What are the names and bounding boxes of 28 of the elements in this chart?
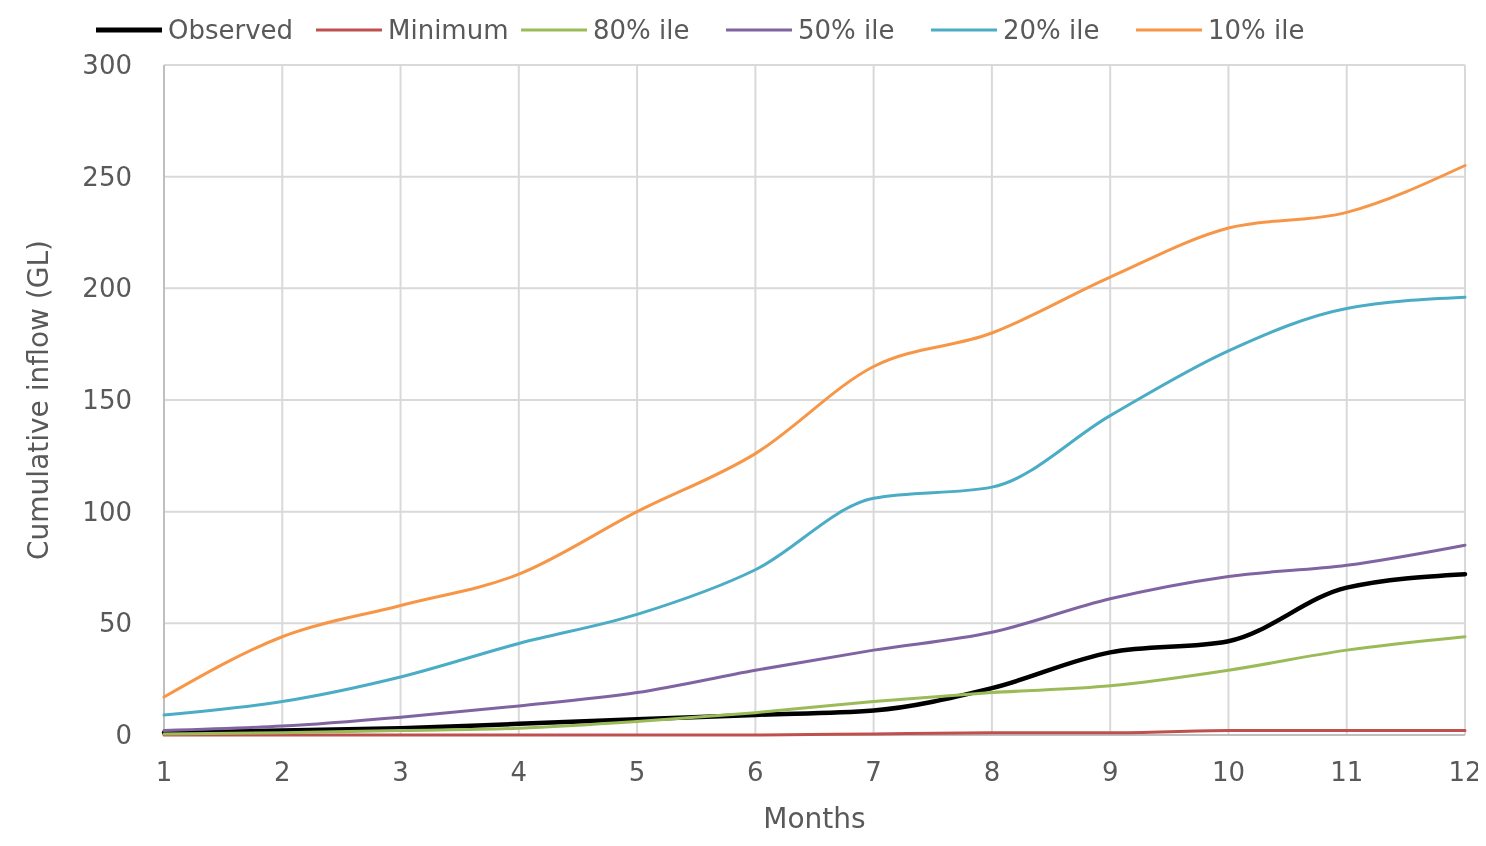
x-axis-title: Months <box>763 802 866 835</box>
legend-label: Observed <box>168 15 294 46</box>
x-tick-label: 2 <box>274 757 291 787</box>
x-tick-label: 10 <box>1211 757 1245 787</box>
y-tick-label: 100 <box>82 496 132 527</box>
legend-label: 50% ile <box>798 15 895 46</box>
x-tick-label: 5 <box>628 757 646 787</box>
x-tick-label: 8 <box>983 757 1001 787</box>
line-series <box>162 295 1467 717</box>
y-axis-title: Cumulative inflow (GL) <box>22 240 55 560</box>
legend-label: 20% ile <box>1003 15 1100 46</box>
x-tick-label: 6 <box>747 757 764 787</box>
legend-label: 10% ile <box>1208 15 1305 46</box>
y-tick-label: 200 <box>82 273 132 304</box>
line-series <box>162 164 1467 699</box>
legend-label: 80% ile <box>593 15 690 46</box>
x-tick-label: 3 <box>392 757 409 787</box>
y-tick-label: 300 <box>82 50 132 81</box>
x-tick-label: 11 <box>1330 757 1364 787</box>
y-tick-label: 250 <box>82 161 132 192</box>
x-tick-label: 4 <box>510 757 528 787</box>
x-tick-label: 1 <box>155 757 173 787</box>
y-tick-label: 50 <box>98 608 132 639</box>
x-tick-label: 7 <box>865 757 882 787</box>
y-tick-label: 150 <box>82 385 132 416</box>
y-tick-label: 0 <box>115 720 132 751</box>
x-tick-label: 9 <box>1101 757 1119 787</box>
legend-label: Minimum <box>388 15 509 46</box>
